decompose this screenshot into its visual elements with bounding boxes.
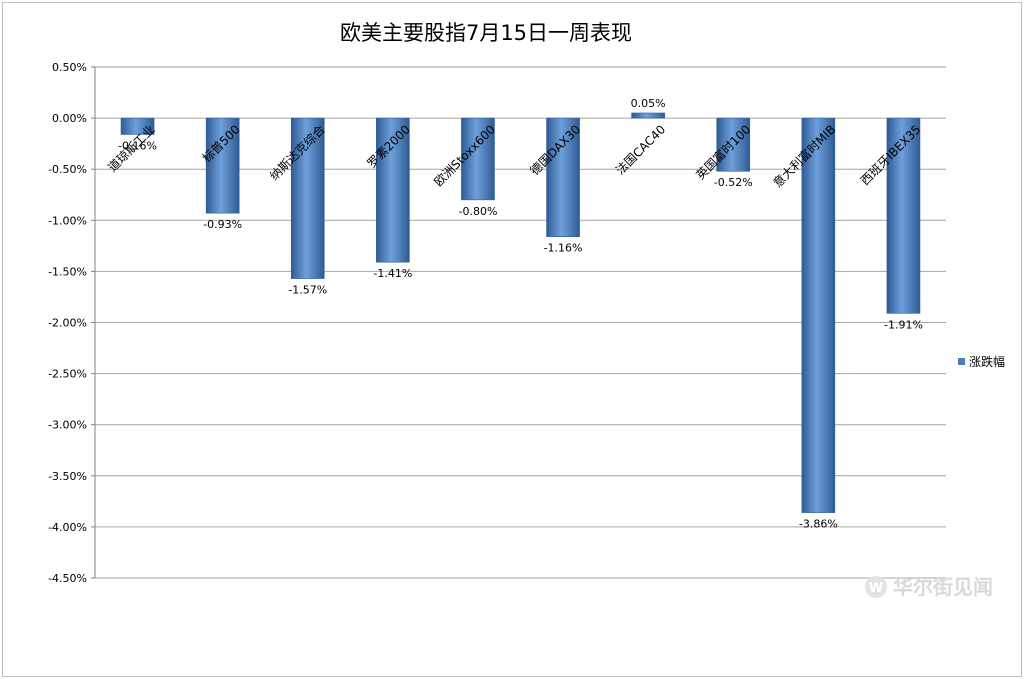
wallstreetcn-logo-icon (865, 576, 887, 598)
y-axis: 0.50% 0.00% -0.50% -1.00% -1.50% -2.00% -2.50%… (48, 61, 96, 585)
bar (631, 112, 665, 119)
data-label: -0.80% (458, 205, 497, 218)
legend-swatch (958, 358, 965, 365)
data-label: -0.52% (714, 176, 753, 189)
bar (205, 117, 240, 214)
y-tick-label: -4.50% (48, 572, 87, 585)
y-tick-label: -1.00% (48, 214, 87, 227)
y-tick-label: -4.00% (48, 521, 87, 534)
data-label: 0.05% (631, 97, 666, 110)
bar (546, 117, 580, 237)
legend: 涨跌幅 (958, 354, 1005, 369)
y-tick-label: -3.00% (48, 419, 87, 432)
data-label: -1.91% (884, 318, 923, 331)
y-tick-label: -1.50% (48, 265, 87, 278)
y-tick-label: -3.50% (48, 470, 87, 483)
watermark-text: 华尔街见闻 (893, 575, 993, 599)
bars (120, 112, 921, 513)
legend-label: 涨跌幅 (969, 354, 1005, 369)
watermark: W 华尔街见闻 (865, 575, 993, 599)
bar-chart: 欧美主要股指7月15日一周表现 0.50% 0.00% -0.50% -1.00% -1… (48, 21, 1005, 599)
data-label: -1.57% (288, 284, 327, 297)
bar (801, 117, 836, 513)
bar (461, 117, 495, 201)
bar (376, 117, 410, 263)
y-tick-label: -2.00% (48, 317, 87, 330)
data-label: -0.93% (203, 218, 242, 231)
bar (886, 117, 921, 314)
chart-title: 欧美主要股指7月15日一周表现 (340, 21, 632, 45)
data-label: -3.86% (799, 518, 838, 531)
data-labels: -0.16% -0.93% -1.57% -1.41% -0.80% -1.16% 0.05… (118, 97, 923, 531)
logo-glyph: W (869, 581, 883, 596)
y-tick-label: -0.50% (48, 163, 87, 176)
y-tick-label: 0.00% (52, 112, 87, 125)
data-label: -1.41% (373, 267, 412, 280)
y-tick-label: 0.50% (52, 61, 87, 74)
bar (120, 117, 155, 135)
bar (290, 117, 325, 279)
bar (716, 117, 751, 172)
data-label: -1.16% (544, 242, 583, 255)
data-label: -0.16% (118, 139, 157, 152)
y-tick-label: -2.50% (48, 368, 87, 381)
